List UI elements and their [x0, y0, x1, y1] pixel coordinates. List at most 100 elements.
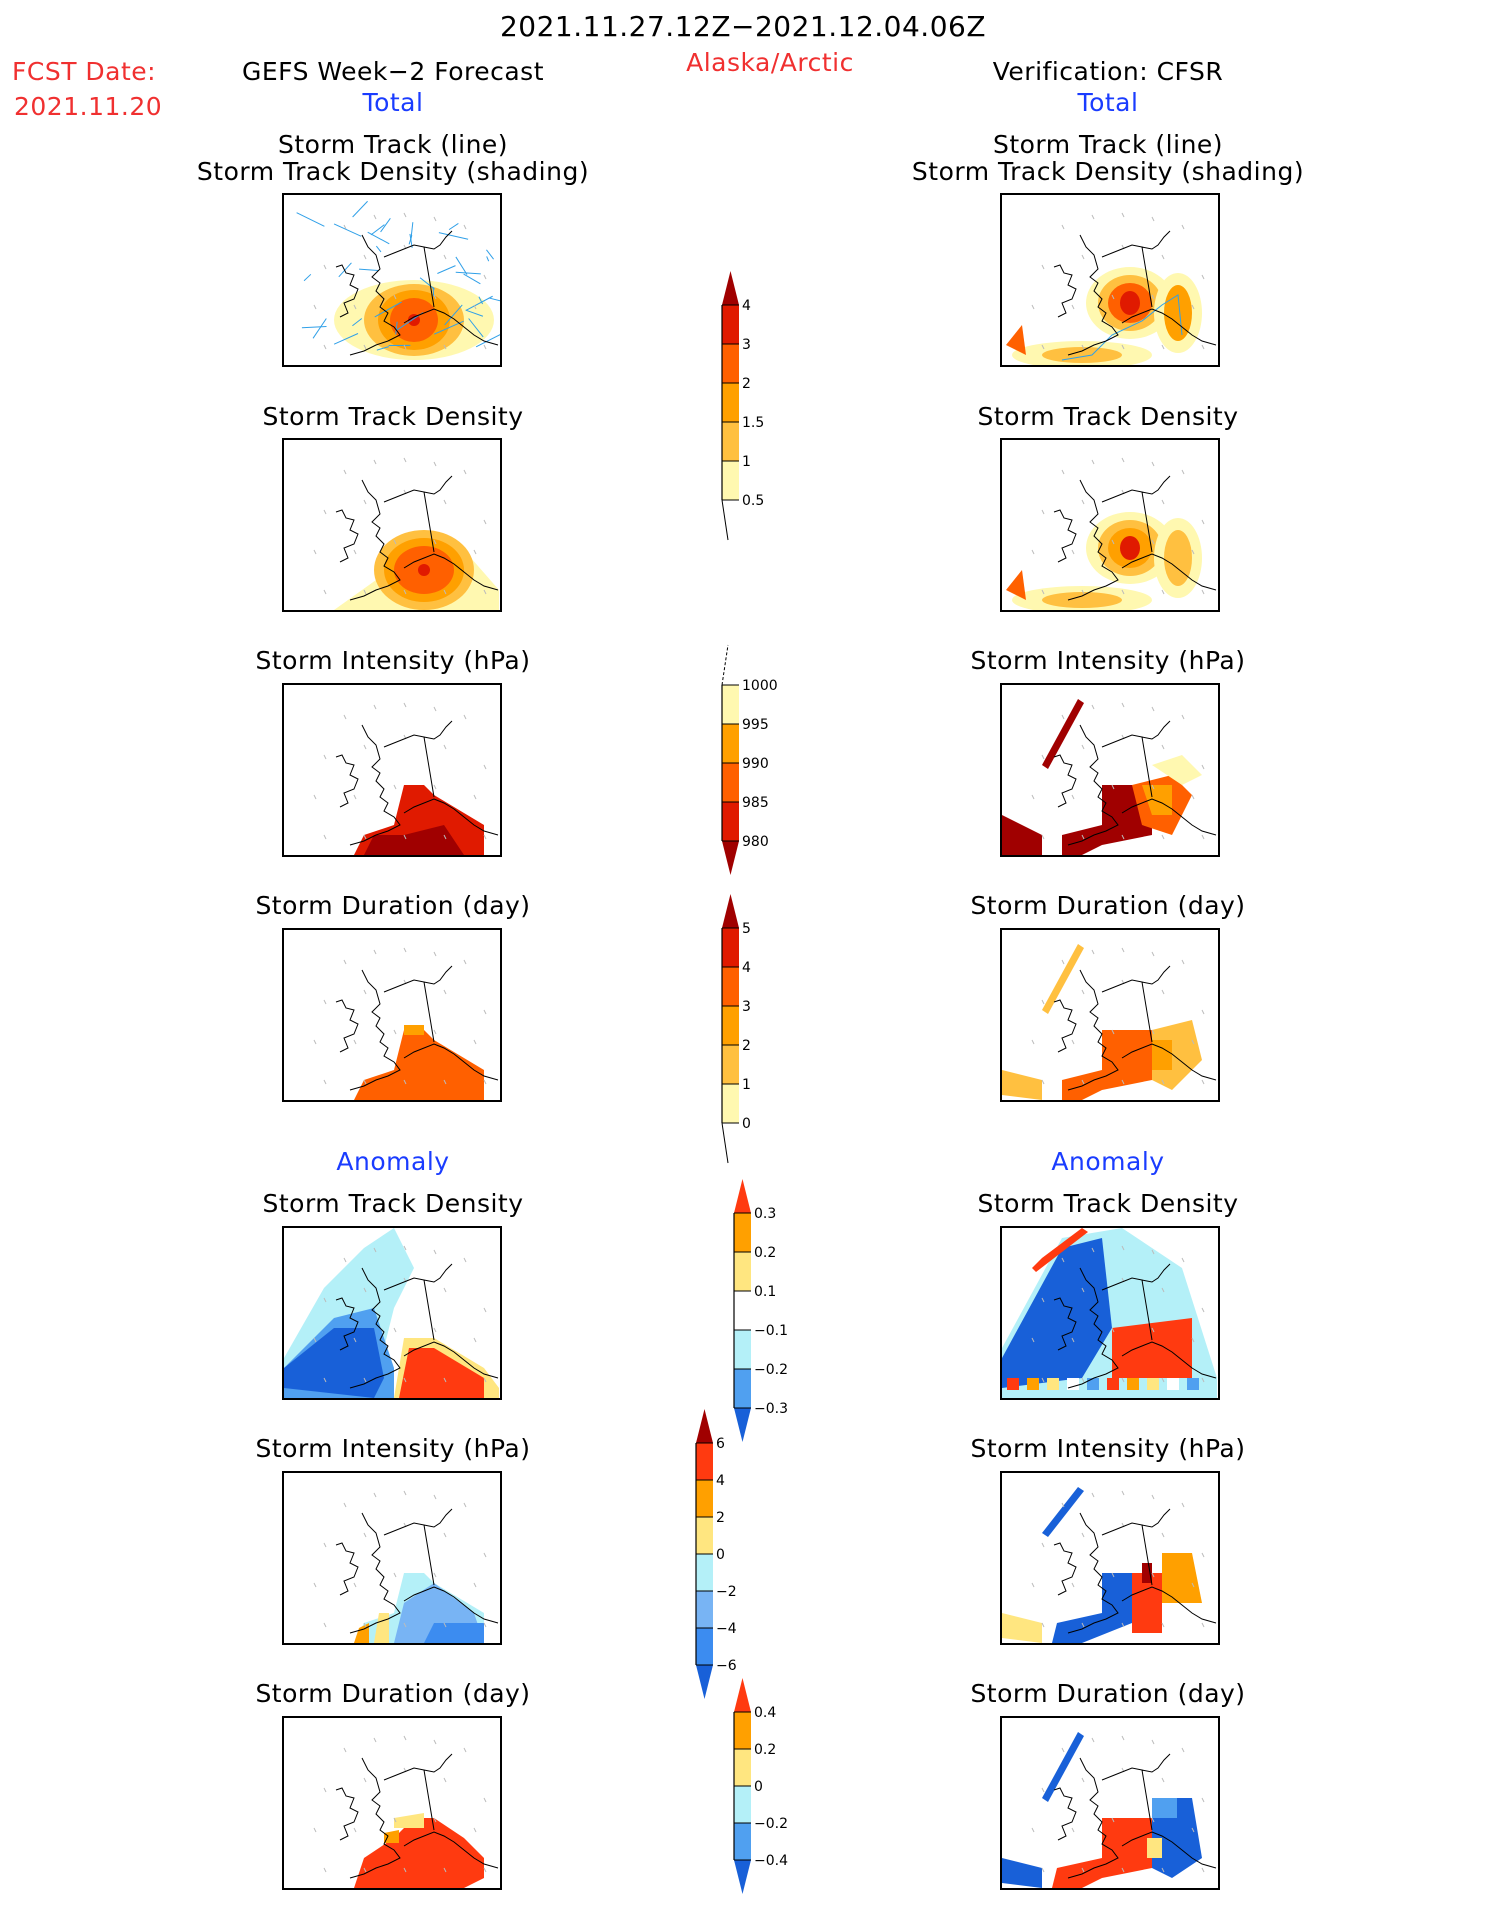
colorbar-arrow-min — [734, 1860, 751, 1894]
fcst-date-label: FCST Date: — [12, 57, 156, 86]
colorbar-tick-label: 0.4 — [754, 1705, 776, 1721]
colorbar-segment — [722, 967, 739, 1006]
colorbar-arrow-max — [734, 1678, 751, 1712]
colorbar-segment — [696, 1628, 713, 1665]
colorbar-tick-label: 0 — [742, 1116, 751, 1132]
colorbar-segment — [696, 1554, 713, 1591]
colorbar-tick-label: 3 — [742, 337, 751, 353]
total-label-right: Total — [1078, 88, 1139, 117]
colorbar-tick-label: −2 — [716, 1584, 737, 1600]
map-verif-duration — [1000, 928, 1220, 1102]
colorbar-tick-label: 995 — [742, 717, 769, 733]
colorbar-tick-label: 4 — [742, 960, 751, 976]
colorbar-segment — [722, 928, 739, 967]
colorbar-tick-label: 4 — [716, 1473, 725, 1489]
colorbar-intensity: 1000 995 990 985 980 — [722, 645, 782, 889]
title-anom-duration-right: Storm Duration (day) — [970, 1679, 1245, 1708]
colorbar-arrow-max — [734, 1179, 751, 1213]
colorbar-segment — [734, 1252, 751, 1291]
colorbar-tick-label: 0.2 — [754, 1245, 776, 1261]
colorbar-tick-label: 0.2 — [754, 1742, 776, 1758]
title-anom-intensity-left: Storm Intensity (hPa) — [256, 1434, 531, 1463]
colorbar-segment — [722, 305, 739, 344]
colorbar-tick-label: 2 — [742, 376, 751, 392]
colorbar-tick-label: 0.5 — [742, 493, 764, 509]
colorbar-anom-intensity: 6 4 2 0 −2 −4 −6 — [696, 1403, 756, 1707]
colorbar-arrow-min — [722, 841, 739, 875]
title-duration-left: Storm Duration (day) — [255, 891, 530, 920]
colorbar-tick-label: 990 — [742, 756, 769, 772]
colorbar-arrow-min — [696, 1665, 713, 1699]
colorbar-segment — [722, 1084, 739, 1123]
colorbar-tick-label: −4 — [716, 1621, 737, 1637]
colorbar-tick-label: −0.2 — [754, 1816, 788, 1832]
map-forecast-track — [282, 193, 502, 367]
colorbar-segment — [734, 1823, 751, 1860]
map-forecast-anom-duration — [282, 1716, 502, 1890]
colorbar-arrow-max — [722, 894, 739, 928]
colorbar-arrow-max — [696, 1409, 713, 1443]
map-forecast-intensity — [282, 683, 502, 857]
colorbar-tick-label: 1 — [742, 454, 751, 470]
title-intensity-right: Storm Intensity (hPa) — [971, 646, 1246, 675]
colorbar-duration: 0 1 2 3 4 5 — [722, 888, 782, 1172]
colorbar-segment — [722, 1006, 739, 1045]
colorbar-tick-label: 985 — [742, 795, 769, 811]
map-verif-anom-density — [1000, 1226, 1220, 1400]
title-density-left: Storm Track Density — [262, 402, 523, 431]
colorbar-segment — [734, 1712, 751, 1749]
total-label-left: Total — [363, 88, 424, 117]
title-track-line: Storm Track (line) — [278, 130, 508, 159]
colorbar-tick-label: 980 — [742, 834, 769, 850]
colorbar-segment — [696, 1591, 713, 1628]
colorbar-segment — [734, 1749, 751, 1786]
colorbar-tick-label: 0.1 — [754, 1284, 776, 1300]
colorbar-tick-label: −0.1 — [754, 1323, 788, 1339]
title-density-right: Storm Track Density — [977, 402, 1238, 431]
colorbar-tick-label: 1000 — [742, 678, 778, 694]
title-track-shading-right: Storm Track Density (shading) — [912, 157, 1304, 186]
colorbar-segment — [722, 1045, 739, 1084]
colorbar-tick-label: 0.3 — [754, 1206, 776, 1222]
anomaly-label-left: Anomaly — [336, 1147, 449, 1176]
colorbar-tick-label: 6 — [716, 1436, 725, 1452]
map-verif-track — [1000, 193, 1220, 367]
colorbar-tick-label: 5 — [742, 921, 751, 937]
title-anom-density-left: Storm Track Density — [262, 1189, 523, 1218]
colorbar-tick-label: 2 — [742, 1038, 751, 1054]
title-duration-right: Storm Duration (day) — [970, 891, 1245, 920]
colorbar-segment — [722, 383, 739, 422]
title-intensity-left: Storm Intensity (hPa) — [256, 646, 531, 675]
colorbar-segment — [696, 1443, 713, 1480]
colorbar-tick-label: 1.5 — [742, 415, 764, 431]
title-track-line-right: Storm Track (line) — [993, 130, 1223, 159]
map-forecast-anom-density — [282, 1226, 502, 1400]
colorbar-tick-label: 0 — [754, 1779, 763, 1795]
map-forecast-duration — [282, 928, 502, 1102]
title-anom-duration-left: Storm Duration (day) — [255, 1679, 530, 1708]
colorbar-segment — [722, 802, 739, 841]
colorbar-tick-label: 3 — [742, 999, 751, 1015]
map-forecast-anom-intensity — [282, 1471, 502, 1645]
map-verif-intensity — [1000, 683, 1220, 857]
colorbar-tick-label: 4 — [742, 298, 751, 314]
colorbar-segment — [696, 1480, 713, 1517]
colorbar-tick-label: 1 — [742, 1077, 751, 1093]
map-forecast-density — [282, 438, 502, 612]
map-verif-anom-intensity — [1000, 1471, 1220, 1645]
colorbar-segment — [722, 344, 739, 383]
colorbar-segment — [722, 461, 739, 500]
colorbar-tick-label: −0.2 — [754, 1362, 788, 1378]
fcst-date-value: 2021.11.20 — [14, 92, 162, 121]
anomaly-label-right: Anomaly — [1051, 1147, 1164, 1176]
title-track-shading: Storm Track Density (shading) — [197, 157, 589, 186]
colorbar-tick-label: −0.4 — [754, 1853, 788, 1869]
colorbar-density: 0.5 1 1.5 2 3 4 — [722, 265, 782, 549]
colorbar-segment — [696, 1517, 713, 1554]
colorbar-segment — [722, 422, 739, 461]
title-anom-intensity-right: Storm Intensity (hPa) — [971, 1434, 1246, 1463]
colorbar-arrow-max — [722, 271, 739, 305]
map-verif-anom-duration — [1000, 1716, 1220, 1890]
colorbar-segment — [734, 1213, 751, 1252]
period-title: 2021.11.27.12Z−2021.12.04.06Z — [500, 10, 986, 43]
